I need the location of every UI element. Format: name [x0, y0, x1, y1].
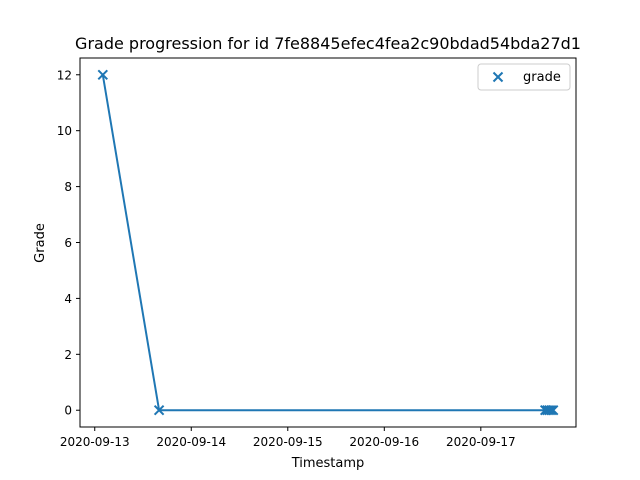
series-line-grade [101, 74, 554, 412]
x-tick-label: 2020-09-16 [349, 435, 419, 449]
x-tick-label: 2020-09-14 [156, 435, 226, 449]
x-tick-label: 2020-09-17 [446, 435, 516, 449]
y-tick-label: 10 [57, 124, 72, 138]
legend-label-grade: grade [523, 70, 561, 85]
x-tick-label: 2020-09-13 [60, 435, 130, 449]
y-tick-label: 0 [64, 404, 72, 418]
chart-title: Grade progression for id 7fe8845efec4fea… [75, 34, 581, 53]
legend-marker-x-icon [492, 71, 504, 83]
x-tick-label: 2020-09-15 [253, 435, 323, 449]
y-tick-label: 8 [64, 180, 72, 194]
legend-marker-x [492, 71, 504, 83]
data-point-grade [548, 405, 559, 416]
y-tick-label: 12 [57, 68, 72, 82]
y-tick-label: 2 [64, 348, 72, 362]
y-axis-label: Grade [33, 223, 48, 263]
data-point-grade [545, 405, 557, 416]
data-point-grade [543, 405, 555, 416]
data-point-grade [153, 405, 165, 416]
y-tick-label: 6 [64, 236, 72, 250]
axis-ticks: 2020-09-13 2020-09-14 2020-09-15 2020-09-16… [57, 68, 516, 449]
plot-frame [79, 57, 577, 428]
legend: grade [477, 63, 571, 91]
data-point-grade [97, 69, 108, 80]
y-tick-label: 4 [64, 292, 72, 306]
plot-area [79, 57, 577, 428]
x-axis-label: Timestamp [291, 456, 365, 471]
legend-frame [477, 63, 571, 91]
